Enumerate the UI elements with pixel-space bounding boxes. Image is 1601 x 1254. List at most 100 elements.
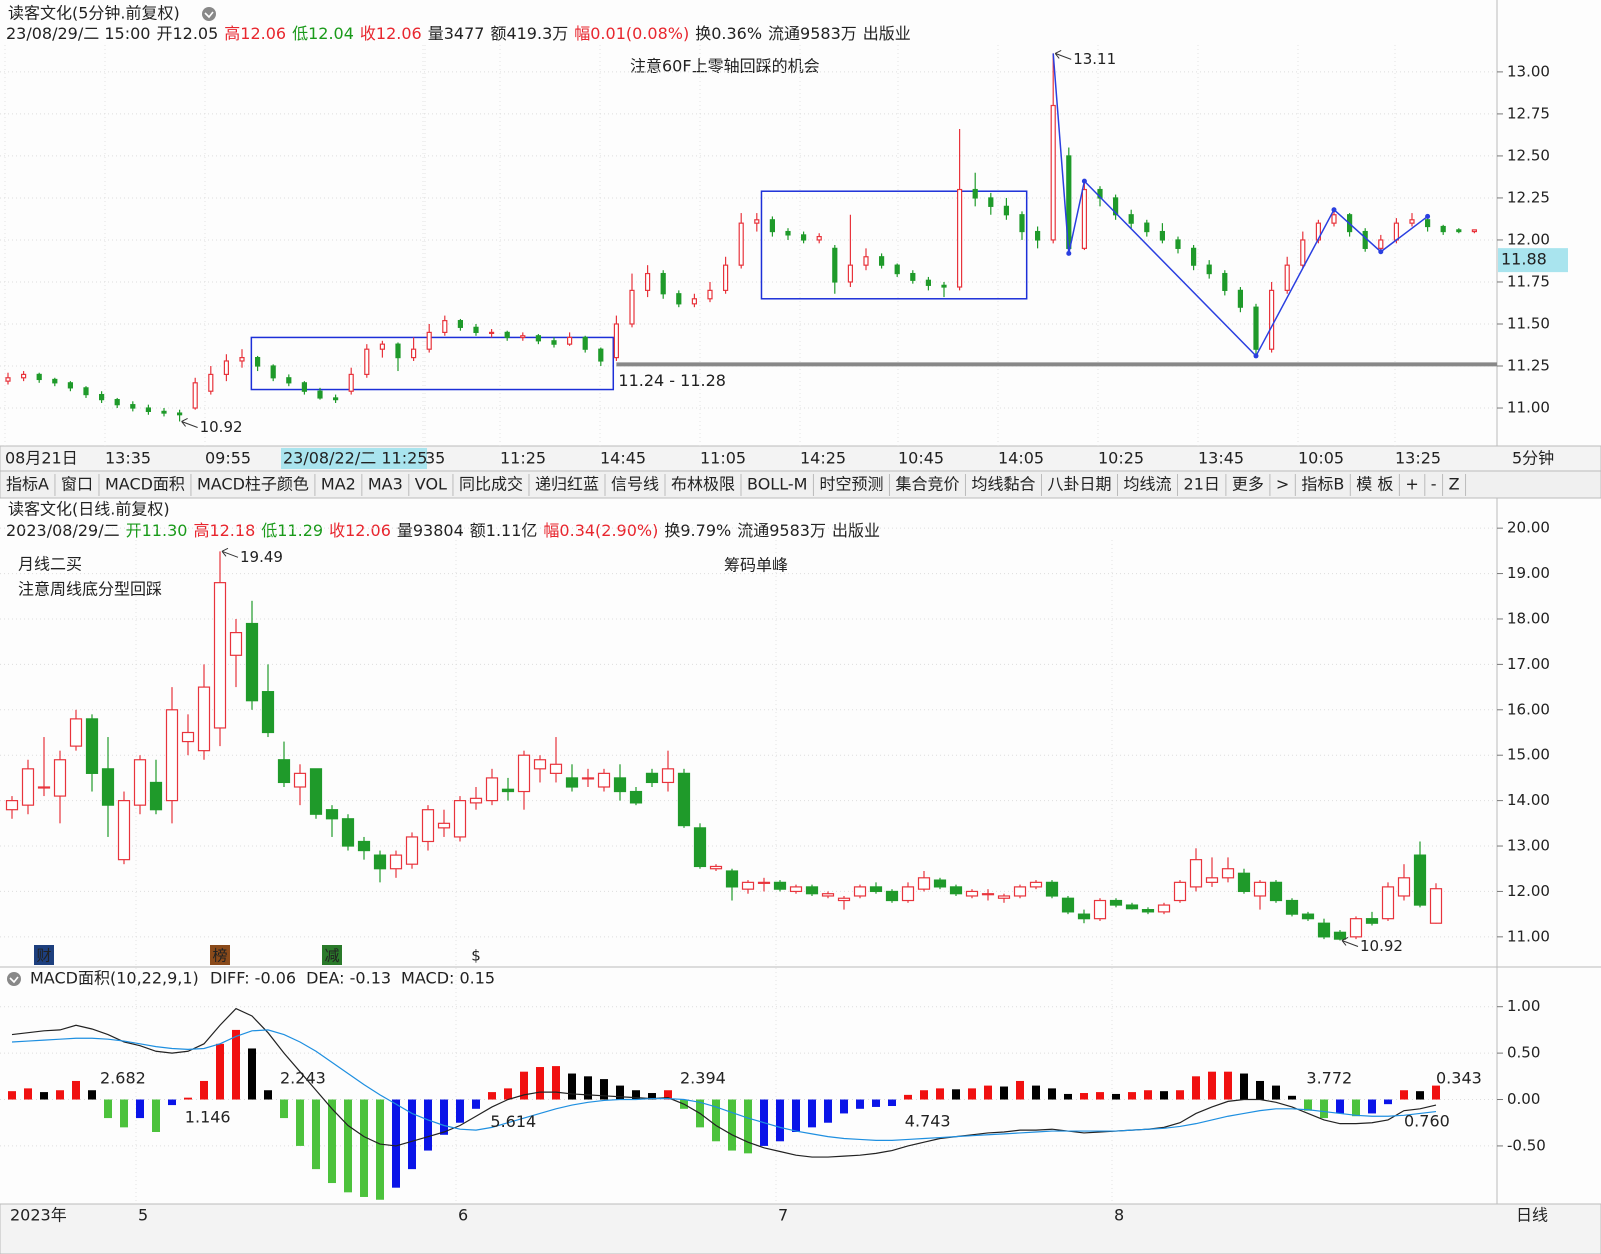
candle-body [1440, 225, 1446, 233]
legend-item: DIFF: -0.06 [210, 969, 296, 988]
macd-bar [280, 1099, 288, 1119]
candle-body [469, 797, 483, 804]
candle-body [52, 378, 58, 384]
candle-body [1284, 264, 1290, 291]
candle-body [1333, 931, 1347, 940]
candle-body [426, 331, 432, 350]
menu-icon[interactable] [7, 972, 21, 986]
candle-body [1397, 877, 1411, 897]
time-label: 14:25 [800, 449, 846, 468]
legend-item: MACD: 0.15 [401, 969, 495, 988]
info-item: 低11.29 [261, 521, 323, 540]
toolbar-button[interactable]: 更多 [1232, 475, 1264, 494]
y-tick-label: 18.00 [1507, 609, 1550, 627]
event-marker[interactable]: 榜 [212, 947, 227, 965]
toolbar-button[interactable]: 均线流 [1124, 475, 1172, 494]
macd-bar [232, 1029, 240, 1100]
time-label: 13:45 [1198, 449, 1244, 468]
toolbar-button[interactable]: - [1431, 475, 1437, 494]
candle-body [582, 336, 588, 350]
info-item: 低12.04 [292, 24, 354, 43]
candle-body [1331, 214, 1337, 224]
macd-bar [168, 1099, 176, 1106]
candle-body [165, 709, 179, 802]
candle-body [629, 289, 635, 325]
candle-body [722, 264, 729, 291]
toolbar-button[interactable]: BOLL-M [747, 475, 807, 494]
candle-body [389, 854, 403, 870]
toolbar-button[interactable]: MACD面积 [105, 475, 185, 494]
info-item: 23/08/29/二 15:00 [6, 24, 150, 43]
candle-body [533, 759, 547, 770]
candle-body [837, 897, 851, 902]
y-tick-label: 12.75 [1507, 104, 1550, 122]
time-label: 08月21日 [5, 449, 78, 468]
toolbar-button[interactable]: VOL [415, 475, 447, 494]
candle-body [769, 219, 776, 233]
macd-bar [888, 1099, 896, 1107]
candle-body [208, 373, 214, 392]
candle-body [229, 631, 243, 656]
macd-bar [312, 1099, 320, 1170]
candle-body [1175, 239, 1181, 249]
toolbar-button[interactable]: > [1276, 475, 1289, 494]
period-label: 5分钟 [1512, 449, 1554, 468]
candle-body [1157, 904, 1171, 913]
toolbar-button[interactable]: 模 板 [1356, 475, 1393, 494]
toolbar-button[interactable]: + [1405, 475, 1418, 494]
candle-body [457, 320, 463, 328]
toolbar-button[interactable]: 时空预测 [819, 475, 883, 494]
macd-bar [472, 1099, 480, 1109]
date-label: 5 [138, 1206, 148, 1225]
toolbar-button[interactable]: 布林极限 [671, 475, 735, 494]
toolbar-button[interactable]: 窗口 [61, 475, 93, 494]
candle-body [1300, 239, 1306, 266]
macd-bar [584, 1076, 592, 1100]
candle-body [1253, 306, 1259, 350]
candle-body [98, 393, 105, 401]
toolbar-button[interactable]: MA3 [368, 475, 403, 494]
event-marker[interactable]: $ [471, 947, 481, 965]
event-marker[interactable]: 减 [324, 947, 339, 965]
info-item: 额1.11亿 [470, 521, 538, 540]
toolbar-button[interactable]: 集合竞价 [895, 475, 959, 494]
toolbar-button[interactable]: 21日 [1184, 475, 1220, 494]
macd-bar [856, 1099, 864, 1109]
toolbar-button[interactable]: 递归红蓝 [535, 475, 599, 494]
candle-body [1112, 197, 1119, 216]
candle-body [629, 790, 643, 804]
toolbar-button[interactable]: 指标A [6, 475, 49, 494]
toolbar-button[interactable]: 八卦日期 [1047, 475, 1111, 494]
candle-body [117, 800, 131, 861]
macd-bar [744, 1099, 752, 1154]
y-tick-label: 12.00 [1507, 230, 1550, 248]
toolbar-button[interactable]: 信号线 [611, 475, 659, 494]
candle-body [917, 877, 931, 890]
toolbar-button[interactable]: 均线黏合 [971, 475, 1035, 494]
candle-body [1013, 886, 1027, 897]
macd-bar [216, 1043, 224, 1100]
candle-body [1019, 214, 1025, 233]
candle-body [676, 293, 682, 305]
y-tick-label: 20.00 [1507, 519, 1550, 537]
menu-icon[interactable] [202, 7, 216, 21]
time-label: 23/08/22/二 11:25 [283, 449, 427, 468]
candle-body [1237, 289, 1244, 308]
candle-body [1222, 272, 1228, 291]
macd-bar [792, 1099, 800, 1132]
candle-body [37, 786, 51, 789]
candle-body [773, 881, 787, 890]
candle-body [988, 197, 994, 207]
macd-bar [920, 1090, 928, 1100]
info-item: 流通9583万 [768, 24, 857, 43]
event-marker[interactable]: 财 [36, 947, 51, 965]
y-tick-label: 16.00 [1507, 700, 1550, 718]
toolbar-button[interactable]: 指标B [1301, 475, 1344, 494]
toolbar-button[interactable]: MACD柱子颜色 [197, 475, 309, 494]
candle-body [1253, 881, 1267, 897]
toolbar-button[interactable]: Z [1449, 475, 1460, 494]
toolbar-button[interactable]: 同比成交 [459, 475, 523, 494]
macd-bar [1112, 1093, 1120, 1100]
candle-body [1029, 881, 1043, 888]
toolbar-button[interactable]: MA2 [321, 475, 356, 494]
